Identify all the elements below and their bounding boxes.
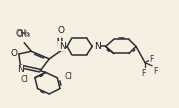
Text: CH₃: CH₃ [15,29,29,38]
Text: O: O [57,26,64,35]
Text: Cl: Cl [64,72,72,81]
Text: CH₃: CH₃ [17,30,31,39]
Text: O: O [11,49,18,58]
Text: N: N [17,65,24,74]
Text: F: F [153,68,157,76]
Text: N: N [94,42,101,51]
Text: Cl: Cl [21,75,29,84]
Text: F: F [149,55,154,64]
Text: F: F [141,69,145,78]
Text: N: N [59,42,66,51]
